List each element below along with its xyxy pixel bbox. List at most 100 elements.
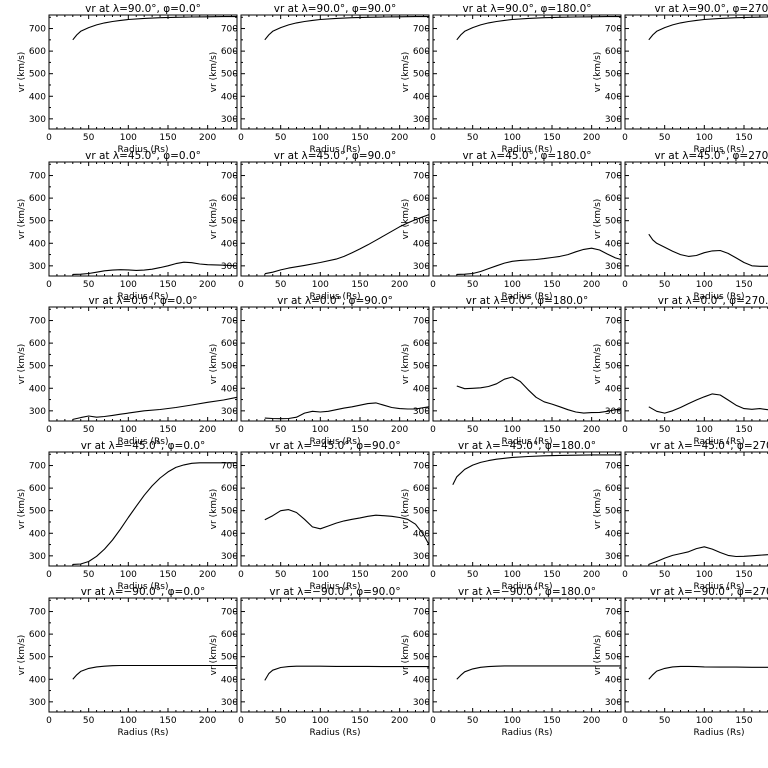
x-tick-label: 50 [275,570,287,580]
x-tick-label: 0 [622,425,628,435]
x-tick-label: 200 [583,716,600,726]
panel-2-1: vr at λ=45.0°, φ=0.0° 0 50 100 150 200 300 400 5… [17,150,238,302]
x-tick-label: 50 [275,716,287,726]
y-axis-label: vr (km/s) [17,344,27,385]
panel-title: vr at λ=0.0°, φ=0.0° [88,295,197,307]
y-tick-label: 400 [605,675,622,685]
x-tick-label: 150 [735,280,752,290]
y-tick-label: 300 [29,407,46,417]
x-tick-label: 50 [467,133,479,143]
panel-title: vr at λ=−90.0°, φ=270.0° [650,586,768,598]
panel-title: vr at λ=90.0°, φ=180.0° [462,3,591,15]
y-axis-label: vr (km/s) [17,199,27,240]
x-tick-label: 150 [735,425,752,435]
y-tick-label: 400 [605,384,622,394]
panel-3-4: vr at λ=0.0°, φ=270.0°050100150200300400… [593,295,768,447]
x-tick-label: 150 [351,570,368,580]
x-tick-label: 200 [583,570,600,580]
x-axis-label: Radius (Rs) [117,728,168,738]
plot-frame [48,14,238,130]
y-tick-label: 400 [413,529,430,539]
panel-title: vr at λ=−90.0°, φ=180.0° [458,586,596,598]
x-tick-label: 50 [659,425,671,435]
x-tick-label: 150 [543,570,560,580]
x-tick-label: 100 [312,570,329,580]
series-line [72,16,237,41]
series-line [264,16,429,41]
x-tick-label: 100 [312,716,329,726]
series-line [456,665,621,680]
y-tick-label: 400 [29,384,46,394]
panel-title: vr at λ=0.0°, φ=90.0° [277,295,393,307]
x-tick-label: 0 [46,133,52,143]
x-tick-label: 150 [735,133,752,143]
y-tick-label: 600 [29,484,46,494]
x-tick-label: 0 [622,280,628,290]
x-tick-label: 0 [430,716,436,726]
x-tick-label: 200 [391,133,408,143]
y-tick-label: 600 [221,484,238,494]
series-line [648,665,768,680]
x-tick-label: 150 [543,280,560,290]
x-axis-label: Radius (Rs) [309,437,360,447]
x-axis-label: Radius (Rs) [117,292,168,302]
y-axis-label: vr (km/s) [401,199,411,240]
y-tick-label: 500 [605,217,622,227]
x-axis-label: Radius (Rs) [501,582,552,592]
x-tick-label: 100 [696,280,713,290]
y-tick-label: 400 [29,529,46,539]
y-tick-label: 700 [29,25,46,35]
y-tick-label: 500 [413,362,430,372]
y-axis-label: vr (km/s) [593,344,603,385]
x-tick-label: 100 [312,133,329,143]
y-axis-label: vr (km/s) [209,489,219,530]
x-tick-label: 0 [622,570,628,580]
plot-frame [624,306,768,422]
plot-frame [48,306,238,422]
x-tick-label: 150 [159,280,176,290]
y-tick-label: 500 [29,70,46,80]
panel-2-3: vr at λ=45.0°, φ=180.0° 0 50 100 150 200 300 40… [401,150,622,302]
plot-frame [240,597,430,713]
y-tick-label: 500 [29,507,46,517]
y-tick-label: 700 [413,317,430,327]
x-tick-label: 0 [46,280,52,290]
x-tick-label: 50 [659,280,671,290]
x-tick-label: 100 [120,570,137,580]
y-tick-label: 500 [413,653,430,663]
y-tick-label: 500 [29,217,46,227]
y-tick-label: 400 [221,239,238,249]
series-line [264,509,430,545]
x-tick-label: 150 [735,570,752,580]
x-tick-label: 150 [543,133,560,143]
y-tick-label: 600 [221,194,238,204]
y-tick-label: 700 [605,317,622,327]
panel-title: vr at λ=0.0°, φ=270.0° [658,295,768,307]
y-axis-label: vr (km/s) [593,635,603,676]
y-tick-label: 600 [413,484,430,494]
series-line [456,247,622,275]
y-tick-label: 400 [29,92,46,102]
panel-1-4: vr at λ=90.0°, φ=270.0°05010015020030040… [593,3,768,155]
panel-title: vr at λ=0.0°, φ=180.0° [466,295,588,307]
panel-5-1: vr at λ=−90.0°, φ=0.0° 0 50 100 150 200 300 400… [17,586,238,738]
x-tick-label: 0 [430,425,436,435]
x-tick-label: 150 [159,570,176,580]
x-tick-label: 50 [659,716,671,726]
x-tick-label: 50 [467,280,479,290]
x-axis-label: Radius (Rs) [501,437,552,447]
plot-frame [432,161,622,277]
plot-frame [432,306,622,422]
x-tick-label: 200 [199,133,216,143]
x-axis-label: Radius (Rs) [117,145,168,155]
y-tick-label: 300 [413,262,430,272]
y-tick-label: 600 [605,630,622,640]
y-tick-label: 500 [221,70,238,80]
x-axis-label: Radius (Rs) [693,728,744,738]
x-axis-label: Radius (Rs) [501,145,552,155]
y-tick-label: 300 [413,115,430,125]
x-tick-label: 100 [696,133,713,143]
x-axis-label: Radius (Rs) [693,437,744,447]
x-tick-label: 100 [504,570,521,580]
